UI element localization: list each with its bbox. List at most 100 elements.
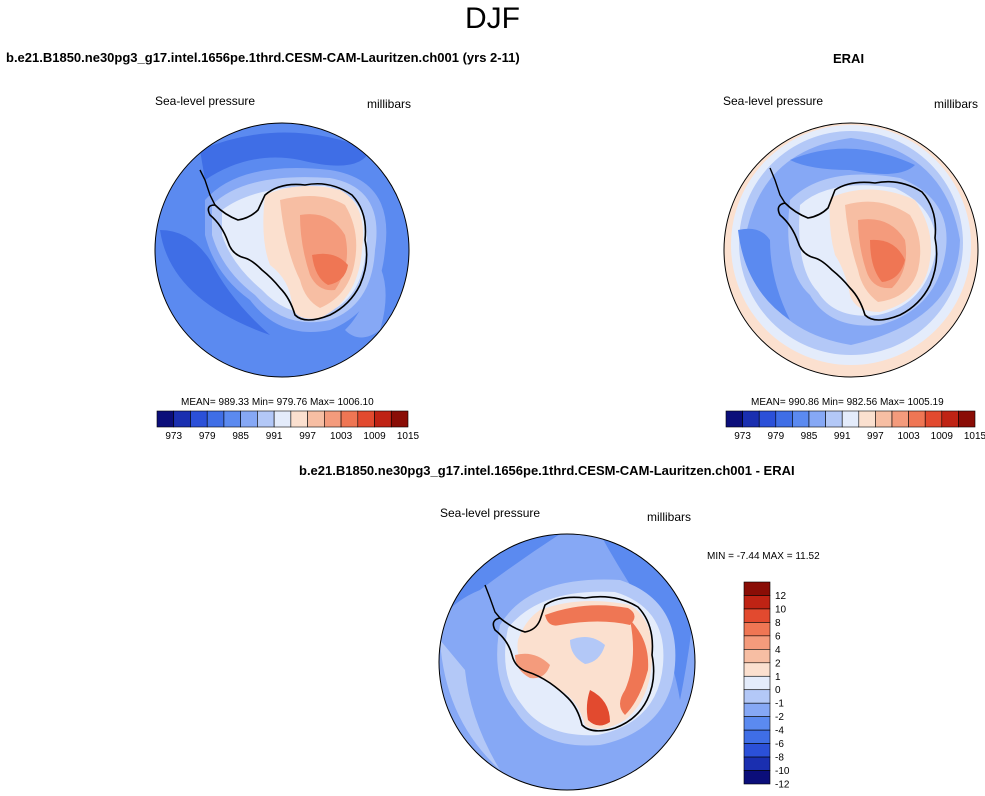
panel2-colorbar-tick-label: 997 (867, 431, 884, 442)
panel3-map (438, 533, 696, 791)
panel3-colorbar-swatch (743, 729, 771, 744)
panel2-colorbar-tick-label: 991 (834, 431, 851, 442)
panel1-colorbar-swatch (340, 410, 359, 428)
panel1-colorbar-swatch (324, 410, 342, 428)
panel3-colorbar-swatch (743, 635, 771, 650)
panel3-colorbar-tick-label: -6 (775, 739, 784, 750)
panel2-map (723, 122, 979, 378)
panel3-peninsula (484, 584, 501, 619)
panel1-variable-label: Sea-level pressure (155, 94, 256, 108)
panel3-ring-sw (440, 640, 500, 770)
panel2-colorbar-swatch (908, 410, 926, 428)
panel3-colorbar-swatch (743, 649, 771, 664)
panel3-colorbar-tick-label: 1 (775, 672, 781, 683)
panel2-colorbar-swatch (825, 410, 843, 428)
panel1-colorbar-swatch (173, 410, 191, 428)
panel1-colorbar-tick-label: 997 (299, 431, 316, 442)
page-title: DJF (465, 2, 520, 35)
panel3-neg-center (570, 636, 605, 664)
panel2-colorbar: 973 979 985 991 997 1003 1009 1015 (725, 410, 985, 442)
panel1-colorbar-tick-label: 1015 (397, 431, 420, 442)
panel1-colorbar-tick-label: 985 (232, 431, 249, 442)
panel2-land-peak (870, 239, 905, 282)
panel3-colorbar-swatch (743, 581, 771, 596)
panel3-title: b.e21.B1850.ne30pg3_g17.intel.1656pe.1th… (299, 463, 795, 478)
panel2-variable-label: Sea-level pressure (723, 94, 824, 108)
panel3-colorbar-swatch (743, 662, 771, 677)
panel2-colorbar-tick-label: 973 (734, 431, 751, 442)
panel3-colorbar-swatch (743, 743, 771, 758)
panel3-pos-south (586, 690, 610, 726)
panel1-colorbar-swatch (190, 410, 208, 428)
panel2-colorbar-swatch (792, 410, 810, 428)
panel2-colorbar-tick-label: 1003 (897, 431, 920, 442)
panel3-colorbar-tick-label: 2 (775, 658, 781, 669)
panel1-stats: MEAN= 989.33 Min= 979.76 Max= 1006.10 (181, 397, 374, 408)
panel3-variable-label: Sea-level pressure (440, 506, 541, 520)
panel2-colorbar-swatch (841, 410, 860, 428)
panel3-pos-north (545, 605, 635, 626)
panel3-colorbar-swatch (743, 675, 771, 691)
panel2-colorbar-tick-label: 1009 (931, 431, 954, 442)
panel2-colorbar-swatch (875, 410, 893, 428)
panel2-low-west (738, 228, 790, 320)
panel3-colorbar-tick-label: 12 (775, 591, 787, 602)
panel1-colorbar-tick-label: 979 (199, 431, 216, 442)
panel1-land-peak (312, 253, 348, 285)
panel3-colorbar-swatch (743, 595, 771, 610)
panel2-stats: MEAN= 990.86 Min= 982.56 Max= 1005.19 (751, 397, 944, 408)
panel3-units-label: millibars (647, 510, 692, 524)
panel2-colorbar-swatch (808, 410, 826, 428)
panel1-colorbar-swatch (156, 410, 175, 428)
panel2-low-north (790, 148, 915, 174)
panel2-colorbar-swatch (775, 410, 793, 428)
panel2-colorbar-swatch (725, 410, 743, 428)
panel2-units-label: millibars (934, 97, 979, 111)
panel3-colorbar-tick-label: -4 (775, 726, 784, 737)
panel3-colorbar-swatch (743, 622, 771, 637)
panel3-colorbar-swatch (743, 716, 771, 731)
panel1-colorbar-tick-label: 991 (266, 431, 283, 442)
panel2-colorbar-swatch (758, 410, 777, 428)
panel2-colorbar-tick-label: 1015 (964, 431, 985, 442)
panel3-colorbar-swatch (743, 689, 771, 704)
panel2-colorbar-tick-label: 985 (801, 431, 818, 442)
panel3-colorbar-swatch (743, 702, 771, 717)
panel3-colorbar-swatch (743, 608, 771, 623)
panel3-stats: MIN = -7.44 MAX = 11.52 (707, 551, 820, 562)
panel1-map (154, 122, 410, 378)
panel2-title: ERAI (833, 51, 865, 66)
panel1-colorbar-swatch (240, 410, 258, 428)
panel2-colorbar-swatch (924, 410, 943, 428)
panel3-colorbar-tick-label: -8 (775, 753, 784, 764)
panel1-colorbar-tick-label: 1003 (330, 431, 353, 442)
panel3-pos-west (515, 653, 550, 679)
panel2-colorbar-swatch (941, 410, 959, 428)
panel3-colorbar-swatch (743, 770, 771, 785)
panel1-colorbar-swatch (273, 410, 292, 428)
panel3-colorbar-tick-label: -12 (775, 780, 790, 791)
panel2-colorbar-tick-label: 979 (767, 431, 784, 442)
panel2-peninsula (769, 167, 786, 204)
panel1-peninsula (199, 169, 216, 206)
panel3-colorbar-tick-label: 0 (775, 685, 781, 696)
panel1-map-border (154, 122, 410, 378)
panel3-map-border (438, 533, 696, 791)
panel3-colorbar-tick-label: 6 (775, 631, 781, 642)
panel3-coastline (492, 595, 655, 732)
panel3-colorbar-swatch (743, 756, 771, 771)
panel2-colorbar-swatch (958, 410, 976, 428)
panel1-low-north (200, 132, 370, 180)
panel3-colorbar-tick-label: 8 (775, 618, 781, 629)
panel1-title: b.e21.B1850.ne30pg3_g17.intel.1656pe.1th… (6, 50, 520, 65)
panel1-colorbar-swatch (357, 410, 375, 428)
panel2-colorbar-swatch (742, 410, 760, 428)
panel1-colorbar-swatch (307, 410, 325, 428)
panel1-colorbar-swatch (390, 410, 409, 428)
panel3-colorbar-tick-label: 4 (775, 645, 781, 656)
panel3-pos-east (620, 620, 649, 715)
panel1-colorbar-swatch (374, 410, 392, 428)
panel3-colorbar-tick-label: -1 (775, 699, 784, 710)
